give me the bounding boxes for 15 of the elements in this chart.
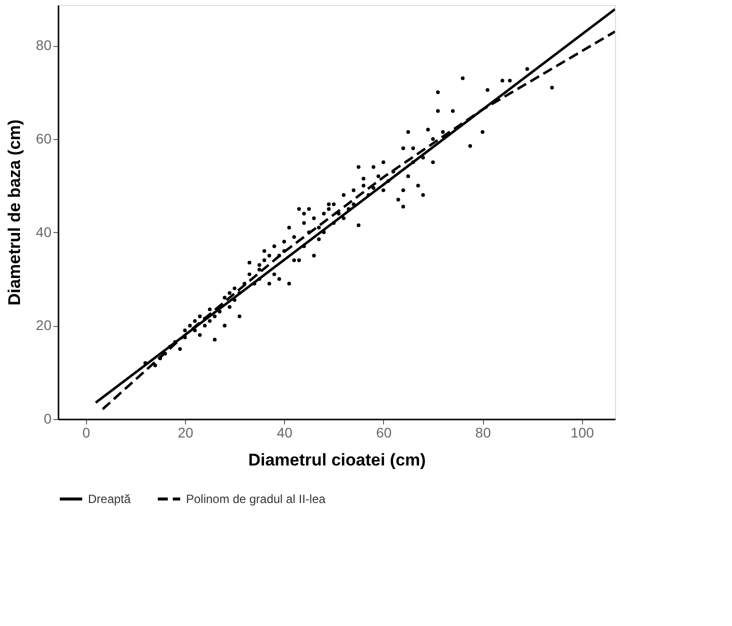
y-tick-label: 40 — [36, 224, 52, 240]
y-tick-label: 20 — [36, 317, 52, 334]
x-tick-label: 60 — [376, 424, 392, 440]
x-tick-label: 100 — [570, 424, 594, 440]
legend-label: Dreaptă — [88, 492, 132, 506]
x-tick-label: 0 — [82, 424, 90, 440]
legend-label: Polinom de gradul al II-lea — [186, 492, 326, 506]
y-axis-title: Diametrul de baza (cm) — [4, 119, 24, 306]
y-tick-label: 0 — [44, 410, 52, 426]
y-tick-label: 60 — [36, 130, 52, 146]
x-tick-label: 20 — [178, 424, 194, 440]
x-axis-title: Diametrul cioatei (cm) — [248, 450, 426, 470]
x-tick-label: 40 — [276, 424, 293, 440]
x-tick-label: 80 — [475, 424, 492, 440]
y-tick-label: 80 — [36, 37, 52, 54]
